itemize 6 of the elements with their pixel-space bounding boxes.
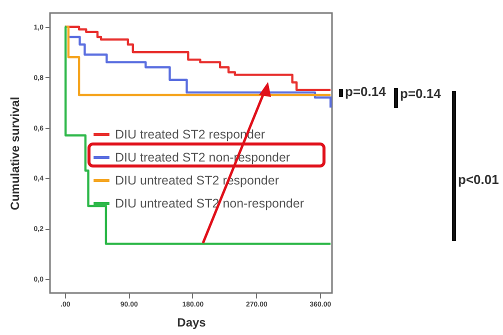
legend-label: DIU untreated ST2 non-responder: [115, 196, 304, 210]
text: p<0.01: [458, 172, 499, 187]
x-axis-title: Days: [177, 316, 206, 330]
text: p=0.14: [345, 84, 386, 99]
y-axis-title: Cumulative survival: [8, 96, 22, 210]
text: p=0.14: [400, 86, 441, 101]
